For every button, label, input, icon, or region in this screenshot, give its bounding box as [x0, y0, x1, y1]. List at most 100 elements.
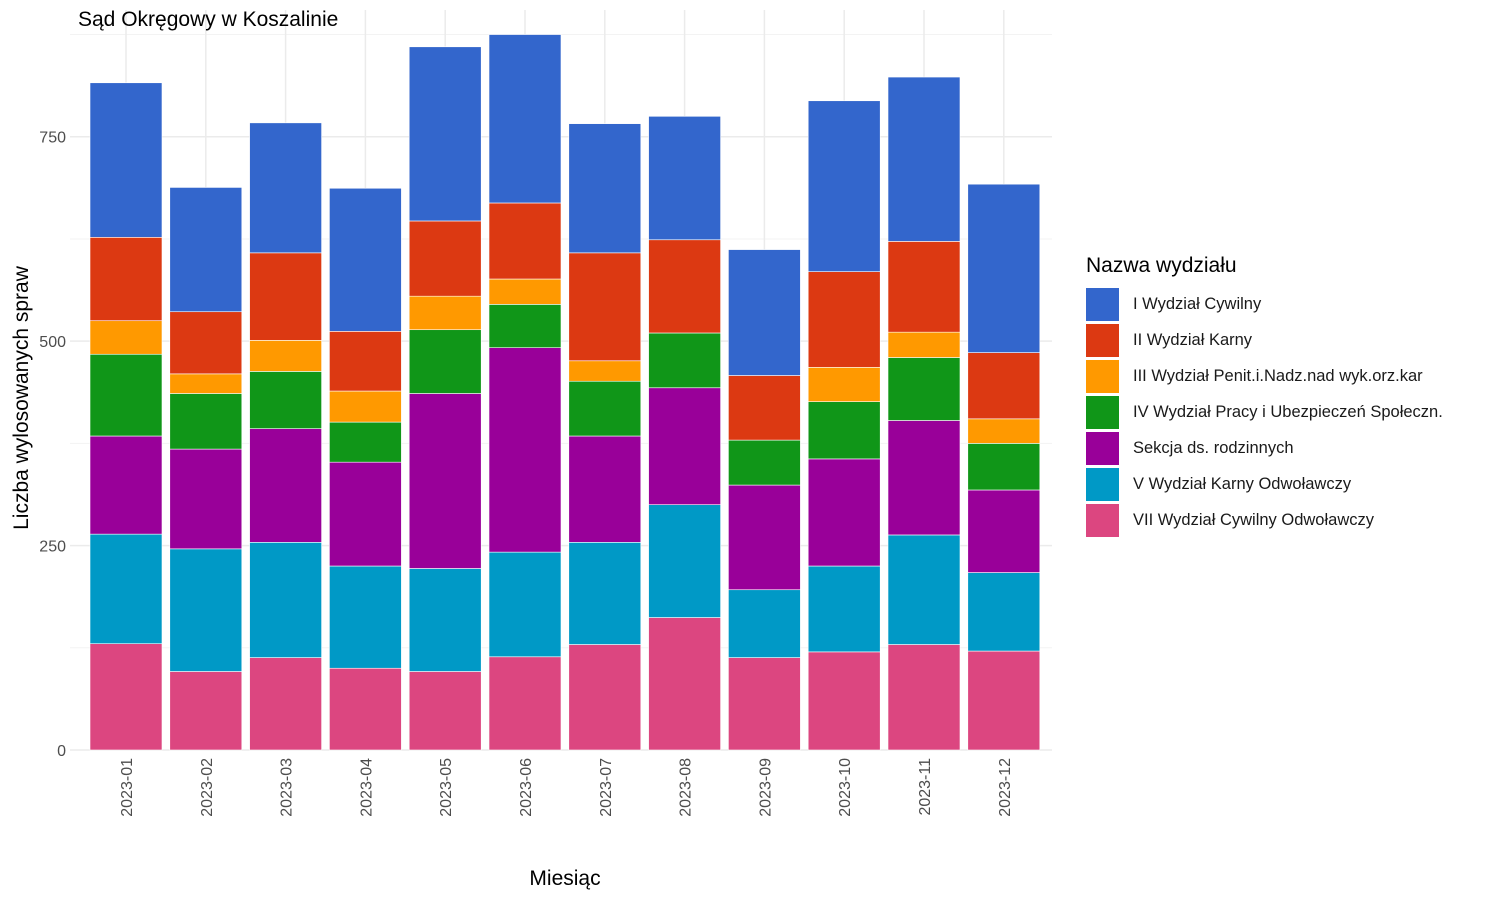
bar-segment	[648, 504, 721, 618]
bar-segment	[887, 76, 961, 242]
bar-segment	[169, 187, 243, 313]
x-tick-label: 2023-04	[358, 758, 375, 817]
bar-segment	[89, 643, 163, 751]
bar-segment	[89, 353, 163, 437]
legend-label: III Wydział Penit.i.Nadz.nad wyk.orz.kar	[1133, 366, 1423, 385]
bar-segment	[967, 183, 1041, 353]
bar-segment	[408, 46, 482, 222]
bar-segment	[408, 220, 482, 297]
bar-segment	[89, 533, 163, 645]
bar-segment	[488, 304, 562, 349]
bar-segment	[488, 34, 562, 204]
legend-swatch	[1086, 359, 1119, 393]
legend-swatch	[1086, 395, 1119, 429]
bar-segment	[648, 617, 721, 751]
legend-item: I Wydział Cywilny	[1086, 286, 1443, 322]
x-tick-label: 2023-10	[837, 758, 854, 817]
bar-segment	[568, 644, 642, 751]
x-tick-label: 2023-12	[997, 758, 1014, 817]
x-tick-label: 2023-11	[917, 758, 934, 816]
bar-segment	[568, 360, 642, 382]
bar-segment	[488, 202, 562, 280]
bar-segment	[568, 380, 642, 437]
bar-segment	[648, 387, 721, 505]
bar-segment	[329, 667, 402, 751]
bar-segment	[249, 340, 322, 372]
bar-segment	[329, 390, 402, 423]
bar-segment	[169, 373, 243, 394]
bar-segment	[169, 671, 243, 751]
x-tick-label: 2023-09	[757, 758, 774, 817]
chart-title: Sąd Okręgowy w Koszalinie	[78, 8, 339, 31]
legend-item: IV Wydział Pracy i Ubezpieczeń Społeczn.	[1086, 394, 1443, 430]
legend-swatch	[1086, 431, 1119, 465]
bar-segment	[249, 542, 322, 658]
bar-segment	[648, 239, 721, 334]
bar-segment	[967, 489, 1041, 573]
bar-segment	[728, 657, 801, 751]
bar-segment	[169, 311, 243, 375]
bar-segment	[568, 123, 642, 254]
legend-item: II Wydział Karny	[1086, 322, 1443, 358]
legend-items: I Wydział Cywilny II Wydział Karny III Wyd…	[1086, 286, 1443, 538]
legend-label: IV Wydział Pracy i Ubezpieczeń Społeczn.	[1133, 402, 1443, 421]
bar-segment	[488, 278, 562, 305]
bar-segment	[488, 347, 562, 553]
bar-segment	[807, 651, 881, 751]
bar-segment	[408, 393, 482, 569]
bar-segment	[488, 551, 562, 658]
bar-segment	[728, 375, 801, 441]
legend-swatch	[1086, 503, 1119, 537]
legend-label: Sekcja ds. rodzinnych	[1133, 438, 1294, 457]
legend: Nazwa wydziału I Wydział Cywilny II Wydzi…	[1086, 254, 1443, 538]
legend-label: I Wydział Cywilny	[1133, 294, 1262, 313]
bar-segment	[728, 484, 801, 591]
x-tick-label: 2023-02	[199, 758, 216, 817]
bar-segment	[967, 443, 1041, 491]
bar-segment	[728, 439, 801, 486]
x-tick-label: 2023-01	[119, 758, 136, 817]
y-axis-title: Liczba wylosowanych spraw	[10, 265, 33, 530]
legend-label: V Wydział Karny Odwoławczy	[1133, 474, 1352, 493]
bar-segment	[807, 271, 881, 368]
bar-segment	[887, 420, 961, 536]
bar-segment	[807, 100, 881, 272]
bar-segment	[408, 329, 482, 394]
bar-segment	[488, 656, 562, 751]
legend-label: VII Wydział Cywilny Odwoławczy	[1133, 510, 1374, 529]
bar-segment	[249, 252, 322, 341]
y-tick-label: 750	[39, 130, 66, 147]
bar-segment	[728, 249, 801, 376]
bar-segment	[887, 534, 961, 645]
bar-segment	[249, 371, 322, 429]
bar-segment	[408, 671, 482, 751]
legend-swatch	[1086, 287, 1119, 321]
bars	[89, 34, 1041, 751]
bar-segment	[807, 401, 881, 460]
bar-segment	[807, 367, 881, 402]
bar-segment	[169, 393, 243, 450]
x-tick-label: 2023-03	[279, 758, 296, 817]
bar-segment	[807, 458, 881, 567]
bar-segment	[329, 187, 402, 332]
x-tick-label: 2023-06	[518, 758, 535, 817]
bar-segment	[568, 435, 642, 543]
bar-segment	[408, 568, 482, 672]
bar-segment	[329, 565, 402, 669]
bar-segment	[568, 542, 642, 645]
bar-segment	[329, 421, 402, 463]
legend-swatch	[1086, 323, 1119, 357]
bar-segment	[89, 435, 163, 535]
legend-item: Sekcja ds. rodzinnych	[1086, 430, 1443, 466]
bar-segment	[967, 650, 1041, 751]
bar-segment	[648, 332, 721, 389]
y-tick-label: 250	[39, 539, 66, 556]
bar-segment	[967, 572, 1041, 652]
x-tick-label: 2023-07	[598, 758, 615, 817]
bar-segment	[887, 241, 961, 333]
y-tick-label: 500	[39, 334, 66, 351]
bar-segment	[329, 461, 402, 567]
bar-segment	[728, 589, 801, 658]
bar-segment	[249, 657, 322, 751]
